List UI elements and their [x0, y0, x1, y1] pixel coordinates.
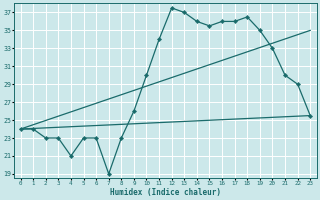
X-axis label: Humidex (Indice chaleur): Humidex (Indice chaleur): [110, 188, 221, 197]
